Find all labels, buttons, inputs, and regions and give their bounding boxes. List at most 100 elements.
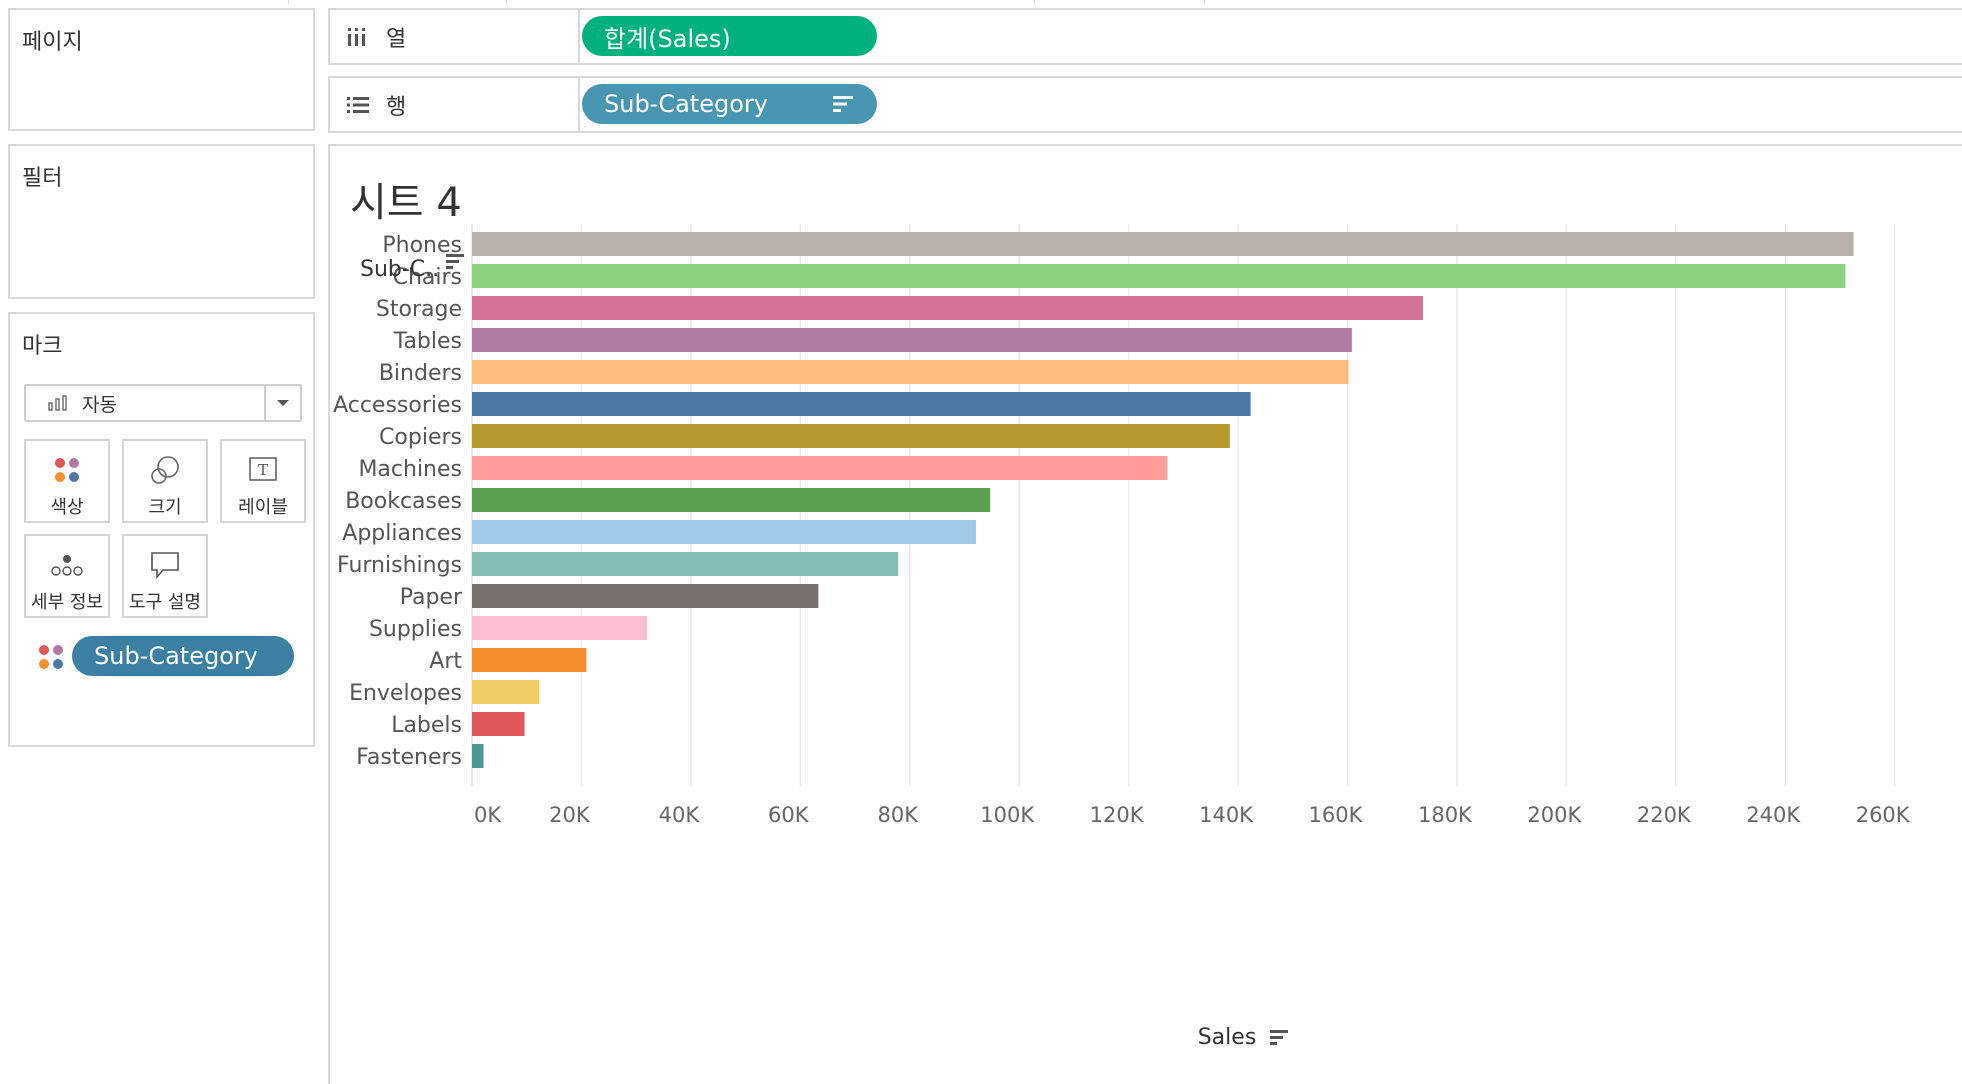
x-tick-label: 240K — [1746, 803, 1801, 827]
x-tick-label: 120K — [1090, 803, 1145, 827]
top-divider — [506, 0, 507, 4]
x-tick-label: 220K — [1637, 803, 1692, 827]
x-tick-label: 160K — [1309, 803, 1364, 827]
category-label[interactable]: Labels — [391, 713, 462, 738]
category-label[interactable]: Phones — [382, 233, 462, 258]
columns-label: 열 — [386, 26, 407, 52]
sub-category-row-pill[interactable]: Sub-Category — [582, 84, 877, 124]
size-card-label: 크기 — [148, 497, 182, 518]
rows-icon — [346, 93, 372, 117]
worksheet-view: 시트 4 Phones Chairs Storage Tables Binders Acc… — [328, 144, 1962, 1084]
category-label[interactable]: Machines — [358, 457, 462, 482]
top-divider — [1204, 0, 1205, 4]
bar-paper[interactable] — [472, 584, 819, 608]
detail-card-label: 세부 정보 — [31, 592, 103, 613]
bar-binders[interactable] — [472, 360, 1349, 384]
y-axis-title[interactable]: Sub-C.. — [360, 257, 439, 282]
bar-envelopes[interactable] — [472, 680, 540, 704]
bar-bookcases[interactable] — [472, 488, 991, 512]
filters-title: 필터 — [22, 166, 63, 191]
x-tick-label: 40K — [659, 803, 701, 827]
tooltip-card[interactable]: 도구 설명 — [122, 534, 208, 618]
category-label[interactable]: Chairs — [393, 265, 462, 290]
category-label[interactable]: Copiers — [379, 425, 462, 450]
bar-machines[interactable] — [472, 456, 1168, 480]
tooltip-card-label: 도구 설명 — [129, 592, 201, 613]
bar-tables[interactable] — [472, 328, 1352, 352]
sheet-title: 시트 4 — [350, 180, 462, 226]
bar-chart: Phones Chairs Storage Tables Binders Accessor… — [333, 224, 1911, 1050]
bar-fasteners[interactable] — [472, 744, 484, 768]
pages-title: 페이지 — [22, 30, 83, 55]
color-palette-icon — [49, 453, 85, 487]
sort-descending-icon — [833, 96, 853, 112]
pages-shelf[interactable]: 페이지 — [8, 8, 315, 131]
category-label[interactable]: Tables — [393, 329, 462, 354]
x-tick-label: 60K — [768, 803, 810, 827]
bar-phones[interactable] — [472, 232, 1854, 256]
columns-shelf[interactable]: 열 합계(Sales) — [328, 8, 1962, 65]
x-tick-label: 20K — [549, 803, 591, 827]
bar-chart-icon — [48, 395, 67, 411]
color-card-label: 색상 — [50, 497, 84, 518]
x-tick-label: 180K — [1418, 803, 1473, 827]
category-label[interactable]: Bookcases — [345, 489, 462, 514]
x-axis-title[interactable]: Sales — [1198, 1025, 1257, 1050]
x-tick-label: 200K — [1527, 803, 1582, 827]
detail-card[interactable]: 세부 정보 — [24, 534, 110, 618]
rows-label: 행 — [386, 94, 407, 120]
category-label[interactable]: Furnishings — [337, 553, 462, 578]
x-tick-label: 140K — [1199, 803, 1254, 827]
bar-furnishings[interactable] — [472, 552, 899, 576]
x-tick-label: 0K — [474, 803, 502, 827]
x-tick-label: 100K — [980, 803, 1035, 827]
category-label[interactable]: Supplies — [369, 617, 462, 642]
mark-type-dropdown[interactable]: 자동 — [24, 384, 302, 422]
top-divider — [288, 0, 289, 4]
bar-art[interactable] — [472, 648, 587, 672]
label-card-label: 레이블 — [238, 497, 288, 518]
bar-storage[interactable] — [472, 296, 1423, 320]
category-label[interactable]: Appliances — [342, 521, 462, 546]
svg-text:T: T — [258, 461, 268, 479]
color-field-pill[interactable]: Sub-Category — [72, 636, 294, 676]
x-tick-label: 260K — [1856, 803, 1911, 827]
sub-category-row-pill-label: Sub-Category — [604, 90, 768, 118]
filters-shelf[interactable]: 필터 — [8, 144, 315, 299]
x-tick-label: 80K — [877, 803, 919, 827]
detail-dots-icon — [49, 548, 85, 582]
marks-title: 마크 — [22, 334, 63, 359]
sort-icon[interactable] — [1270, 1030, 1288, 1045]
columns-shelf-label: 열 — [330, 10, 580, 63]
marks-card: 마크 자동 색상 크기 — [8, 312, 315, 747]
bar-copiers[interactable] — [472, 424, 1230, 448]
rows-shelf[interactable]: 행 Sub-Category — [328, 76, 1962, 133]
bar-labels[interactable] — [472, 712, 525, 736]
top-divider — [1034, 0, 1035, 4]
category-label[interactable]: Fasteners — [356, 745, 462, 770]
text-label-icon: T — [245, 453, 281, 487]
bar-supplies[interactable] — [472, 616, 648, 640]
sort-icon[interactable] — [446, 254, 464, 269]
rows-shelf-label: 행 — [330, 78, 580, 131]
category-label[interactable]: Envelopes — [349, 681, 462, 706]
chevron-down-icon[interactable] — [264, 386, 300, 420]
color-palette-icon — [39, 645, 63, 669]
columns-icon — [346, 25, 372, 49]
category-label[interactable]: Binders — [379, 361, 462, 386]
sum-sales-pill-label: 합계(Sales) — [604, 24, 731, 53]
color-field-pill-label: Sub-Category — [94, 642, 258, 670]
bar-appliances[interactable] — [472, 520, 976, 544]
mark-type-label: 자동 — [82, 393, 117, 416]
bar-chairs[interactable] — [472, 264, 1846, 288]
category-label[interactable]: Art — [429, 649, 462, 674]
color-card[interactable]: 색상 — [24, 439, 110, 523]
size-card[interactable]: 크기 — [122, 439, 208, 523]
category-label[interactable]: Paper — [400, 585, 463, 610]
label-card[interactable]: T 레이블 — [220, 439, 306, 523]
category-label[interactable]: Accessories — [333, 393, 462, 418]
tooltip-bubble-icon — [147, 548, 183, 582]
sum-sales-pill[interactable]: 합계(Sales) — [582, 16, 877, 56]
bar-accessories[interactable] — [472, 392, 1251, 416]
category-label[interactable]: Storage — [376, 297, 462, 322]
